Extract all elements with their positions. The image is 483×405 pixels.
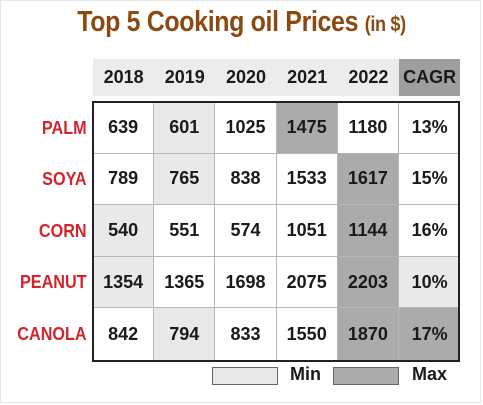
table-cell: 1475: [276, 102, 338, 154]
column-header-cagr: CAGR: [399, 59, 461, 96]
table-cell: 842: [93, 308, 155, 360]
chart-title: Top 5 Cooking oil Prices (in $): [34, 6, 449, 39]
row-label-palm: PALM: [41, 117, 87, 138]
column-header-2022: 2022: [337, 59, 399, 96]
table-cell: 1698: [215, 256, 277, 309]
row-label-peanut: PEANUT: [19, 272, 87, 293]
table-cell: 2203: [337, 256, 399, 309]
legend-min-label: Min: [290, 364, 321, 384]
table-cell: 1180: [337, 102, 399, 154]
table-cell: 765: [154, 153, 216, 206]
table-cell: 1051: [276, 205, 338, 257]
table-cell: 1870: [337, 308, 399, 360]
table-cell: 639: [93, 102, 155, 154]
table-cell: 1025: [215, 102, 277, 154]
table-cell: 15%: [399, 153, 461, 206]
table-cell: 551: [154, 205, 216, 257]
table-cell: 1533: [276, 153, 338, 206]
chart-title-unit: (in $): [364, 13, 406, 36]
table-cell: 1365: [154, 256, 216, 309]
legend-max-label: Max: [412, 364, 448, 384]
table-cell: 540: [93, 205, 155, 257]
table-cell: 1144: [337, 205, 399, 257]
table-cell: 574: [215, 205, 277, 257]
table-cell: 2075: [276, 256, 338, 309]
legend-max-swatch: [333, 367, 399, 385]
row-label-soya: SOYA: [42, 169, 87, 190]
column-header-2021: 2021: [276, 59, 338, 96]
table-cell: 789: [93, 153, 155, 206]
table-cell: 833: [215, 308, 277, 360]
table-cell: 601: [154, 102, 216, 154]
table-cell: 16%: [399, 205, 461, 257]
table-cell: 13%: [399, 102, 461, 154]
row-label-canola: CANOLA: [17, 323, 87, 344]
legend-min-swatch: [212, 367, 278, 385]
table-cell: 1617: [337, 153, 399, 206]
column-header-2020: 2020: [215, 59, 277, 96]
table-cell: 17%: [399, 308, 461, 360]
table-cell: 838: [215, 153, 277, 206]
table-cell: 10%: [399, 256, 461, 309]
row-label-corn: CORN: [38, 220, 87, 241]
table-cell: 1550: [276, 308, 338, 360]
chart-title-main: Top 5 Cooking oil Prices: [77, 6, 359, 38]
table-cell: 1354: [93, 256, 155, 309]
column-header-2018: 2018: [93, 59, 155, 96]
table-cell: 794: [154, 308, 216, 360]
column-header-2019: 2019: [154, 59, 216, 96]
